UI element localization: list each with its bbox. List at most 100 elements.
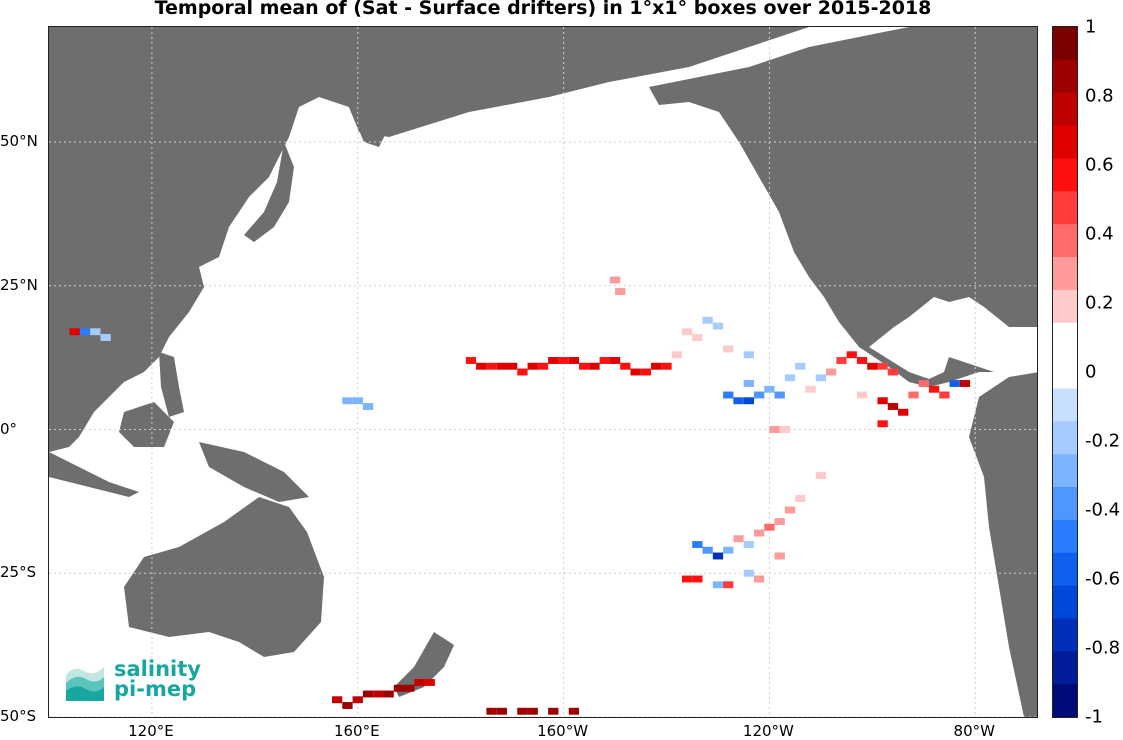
colorbar-swatch [1053,257,1077,291]
heatmap-cell [609,276,621,284]
chart-title: Temporal mean of (Sat - Surface drifters… [154,0,932,19]
heatmap-cell [836,357,847,364]
heatmap-cell [352,397,363,405]
heatmap-cell [805,385,816,393]
heatmap-cell [856,357,868,364]
heatmap-cell [908,391,919,399]
heatmap-cell [486,707,497,715]
heatmap-cell [887,368,899,376]
heatmap-cell [753,575,765,583]
colorbar-swatch [1053,355,1077,389]
lat-tick-label: 25°N [0,275,38,294]
heatmap-cell [692,575,703,583]
colorbar-tick-label: 0.8 [1085,85,1114,107]
salinity-pimep-logo: salinity pi-mep [64,655,204,705]
heatmap-cell [681,328,693,336]
map-plot-area[interactable] [48,26,1038,718]
colorbar-swatch [1053,289,1077,324]
heatmap-cell [764,385,775,393]
heatmap-cell [661,362,672,370]
kamchatka [349,87,394,147]
colorbar-tick-label: 0.6 [1085,154,1114,176]
australia [124,497,324,657]
heatmap-cell [774,552,785,560]
lon-tick-label: 80°W [953,722,995,740]
heatmap-cell [743,380,754,387]
land-layer [49,27,1037,717]
heatmap-cell [887,403,899,410]
heatmap-cell [383,690,394,698]
colorbar-tick-label: -0.8 [1085,637,1121,659]
heatmap-cell [496,362,507,370]
colorbar-swatch [1053,388,1077,422]
heatmap-cell [342,702,353,709]
heatmap-cell [856,391,868,399]
heatmap-cell [79,328,91,336]
heatmap-cell [753,529,765,537]
heatmap-cell [615,288,626,295]
colorbar-tick-label: -0.6 [1085,568,1121,590]
heatmap-cell [568,357,580,364]
heatmap-cell [723,581,734,589]
south-america [969,372,1037,717]
heatmap-cell [877,362,888,370]
heatmap-cell [630,368,641,376]
colorbar-swatch [1053,59,1077,94]
colorbar-swatch [1053,322,1077,357]
heatmap-cell [723,546,734,554]
heatmap-cell [723,345,734,353]
heatmap-cell [393,684,405,692]
japan [244,142,294,242]
colorbar-tick-label: 0.4 [1085,223,1114,245]
heatmap-cell [414,679,425,686]
heatmap-cell [527,707,538,715]
heatmap-cell [404,684,415,692]
lon-tick-label: 160°E [333,722,380,740]
heatmap-cell [702,316,713,324]
heatmap-cell [548,707,559,715]
gridlines [49,27,1037,717]
colorbar-tick-label: -0.4 [1085,499,1121,521]
north-america [649,27,1037,387]
lat-tick-label: 0° [0,419,18,438]
heatmap-cell [743,397,754,405]
heatmap-cell [918,380,929,387]
heatmap-cell [779,426,790,433]
heatmap-cell [764,523,775,531]
heatmap-cell [424,679,435,686]
colorbar-swatch [1053,224,1077,258]
heatmap-cell [774,391,785,399]
heatmap-cell [362,690,374,698]
heatmap-cell [743,569,754,577]
colorbar-tick-label: 0.2 [1085,292,1114,314]
heatmap-cell [692,334,703,341]
heatmap-cell [90,328,101,336]
heatmap-cell [465,357,477,364]
borneo [119,402,174,447]
heatmap-cell [939,391,950,399]
heatmap-cell [949,380,960,387]
heatmap-cell [712,322,724,330]
heatmap-cell [476,362,487,370]
logo-text-line1: salinity [114,657,201,681]
heatmap-cell [342,397,353,405]
heatmap-cell [69,328,80,336]
colorbar-swatch [1053,552,1077,587]
lat-tick-label: 50°N [0,132,38,150]
colorbar-swatch [1053,454,1077,488]
new-zealand [394,632,454,697]
heatmap-cell [496,707,507,715]
heatmap-cell [681,575,693,583]
heatmap-cell [568,707,580,715]
heatmap-cell [100,334,111,341]
heatmap-cell [712,552,724,560]
colorbar-swatch [1053,651,1077,685]
colorbar-swatch [1053,618,1077,652]
colorbar-swatch [1053,191,1077,225]
logo-mark-icon [66,667,104,701]
colorbar-swatch [1053,158,1077,192]
colorbar-tick-label: 1 [1085,16,1097,38]
heatmap-cell [712,581,724,589]
heatmap-cell [373,690,384,698]
heatmap-cells [69,276,971,715]
